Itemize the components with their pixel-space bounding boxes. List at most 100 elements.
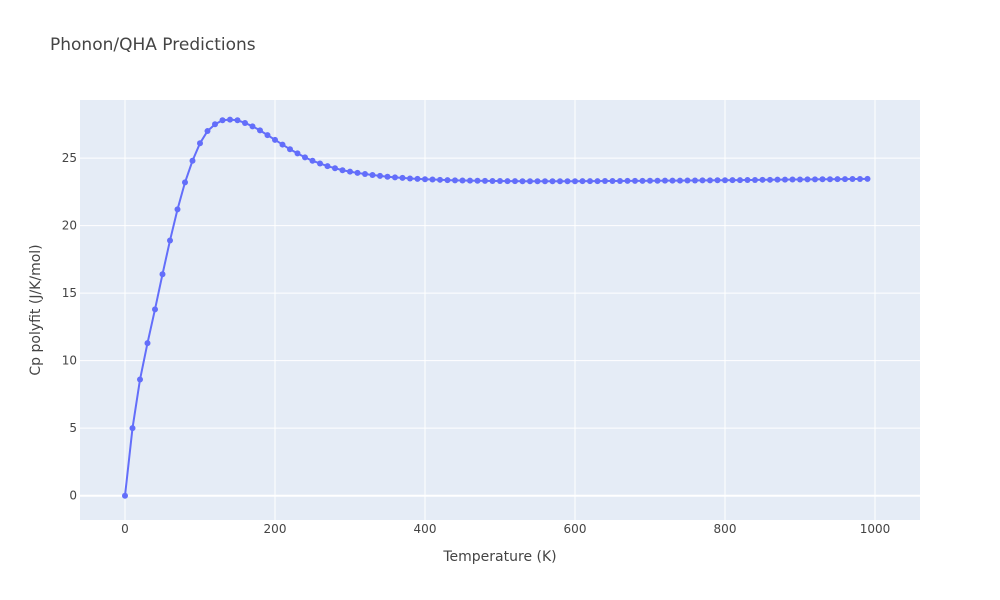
data-point[interactable]: [354, 169, 361, 176]
data-point[interactable]: [624, 177, 631, 184]
data-point[interactable]: [324, 163, 331, 170]
data-point[interactable]: [767, 176, 773, 183]
data-point[interactable]: [272, 136, 278, 143]
data-point[interactable]: [699, 177, 706, 184]
data-point[interactable]: [737, 177, 743, 184]
data-point[interactable]: [197, 140, 203, 147]
data-point[interactable]: [489, 178, 496, 185]
data-point[interactable]: [474, 177, 481, 184]
data-point[interactable]: [669, 177, 676, 184]
data-point[interactable]: [309, 157, 316, 164]
data-point[interactable]: [174, 206, 181, 213]
data-point[interactable]: [482, 177, 488, 184]
data-point[interactable]: [789, 176, 796, 183]
data-point[interactable]: [744, 176, 751, 183]
data-point[interactable]: [144, 340, 151, 347]
data-point[interactable]: [377, 172, 383, 179]
data-point[interactable]: [444, 177, 451, 184]
data-point[interactable]: [527, 178, 533, 185]
data-point[interactable]: [294, 150, 301, 157]
data-point[interactable]: [632, 177, 638, 184]
data-point[interactable]: [152, 306, 158, 313]
data-point[interactable]: [692, 177, 698, 184]
data-point[interactable]: [227, 116, 233, 123]
data-point[interactable]: [782, 176, 788, 183]
data-point[interactable]: [594, 178, 601, 185]
data-point[interactable]: [819, 176, 826, 183]
data-point[interactable]: [812, 176, 818, 183]
data-point[interactable]: [249, 123, 256, 130]
data-point[interactable]: [587, 178, 593, 185]
data-point[interactable]: [639, 177, 646, 184]
data-point[interactable]: [399, 174, 406, 181]
data-point[interactable]: [279, 141, 286, 148]
data-point[interactable]: [302, 154, 308, 161]
data-point[interactable]: [159, 271, 166, 278]
data-point[interactable]: [617, 178, 623, 185]
data-point[interactable]: [422, 176, 428, 183]
data-point[interactable]: [122, 492, 128, 499]
data-point[interactable]: [647, 177, 653, 184]
data-point[interactable]: [512, 178, 518, 185]
data-point[interactable]: [542, 178, 548, 185]
data-point[interactable]: [264, 132, 271, 139]
data-point[interactable]: [662, 177, 668, 184]
data-point[interactable]: [654, 177, 661, 184]
data-point[interactable]: [332, 165, 338, 172]
data-point[interactable]: [362, 171, 368, 178]
data-point[interactable]: [714, 177, 721, 184]
data-point[interactable]: [369, 171, 376, 178]
data-point[interactable]: [609, 178, 616, 185]
data-point[interactable]: [414, 175, 421, 182]
data-point[interactable]: [602, 178, 608, 185]
data-point[interactable]: [497, 178, 503, 185]
data-point[interactable]: [677, 177, 683, 184]
data-point[interactable]: [722, 177, 728, 184]
data-point[interactable]: [834, 176, 841, 183]
data-point[interactable]: [572, 178, 578, 185]
data-point[interactable]: [212, 121, 218, 128]
data-point[interactable]: [549, 178, 556, 185]
data-point[interactable]: [242, 119, 248, 126]
data-point[interactable]: [339, 167, 346, 174]
data-point[interactable]: [849, 176, 856, 183]
data-point[interactable]: [557, 178, 563, 185]
data-point[interactable]: [137, 376, 143, 383]
data-point[interactable]: [429, 176, 436, 183]
data-point[interactable]: [684, 177, 691, 184]
data-point[interactable]: [392, 174, 398, 181]
data-point[interactable]: [167, 237, 173, 244]
data-point[interactable]: [189, 157, 196, 164]
data-point[interactable]: [317, 160, 323, 167]
data-point[interactable]: [407, 175, 413, 182]
data-point[interactable]: [504, 178, 511, 185]
data-point[interactable]: [467, 177, 473, 184]
data-point[interactable]: [752, 176, 758, 183]
data-point[interactable]: [729, 177, 736, 184]
data-point[interactable]: [452, 177, 458, 184]
data-point[interactable]: [234, 117, 241, 124]
data-point[interactable]: [204, 128, 211, 135]
data-point[interactable]: [182, 179, 188, 186]
data-point[interactable]: [437, 176, 443, 183]
data-point[interactable]: [564, 178, 571, 185]
data-point[interactable]: [129, 425, 136, 432]
data-point[interactable]: [797, 176, 803, 183]
data-point[interactable]: [287, 146, 293, 153]
data-point[interactable]: [827, 176, 833, 183]
data-point[interactable]: [857, 176, 863, 183]
data-point[interactable]: [459, 177, 466, 184]
data-point[interactable]: [804, 176, 811, 183]
data-point[interactable]: [519, 178, 526, 185]
data-point[interactable]: [707, 177, 713, 184]
data-point[interactable]: [774, 176, 781, 183]
data-point[interactable]: [219, 117, 226, 124]
data-point[interactable]: [534, 178, 541, 185]
data-point[interactable]: [579, 178, 586, 185]
data-point[interactable]: [864, 175, 871, 182]
data-point[interactable]: [384, 173, 391, 180]
data-point[interactable]: [759, 176, 766, 183]
data-point[interactable]: [257, 127, 263, 134]
data-point[interactable]: [842, 176, 848, 183]
data-point[interactable]: [347, 168, 353, 175]
